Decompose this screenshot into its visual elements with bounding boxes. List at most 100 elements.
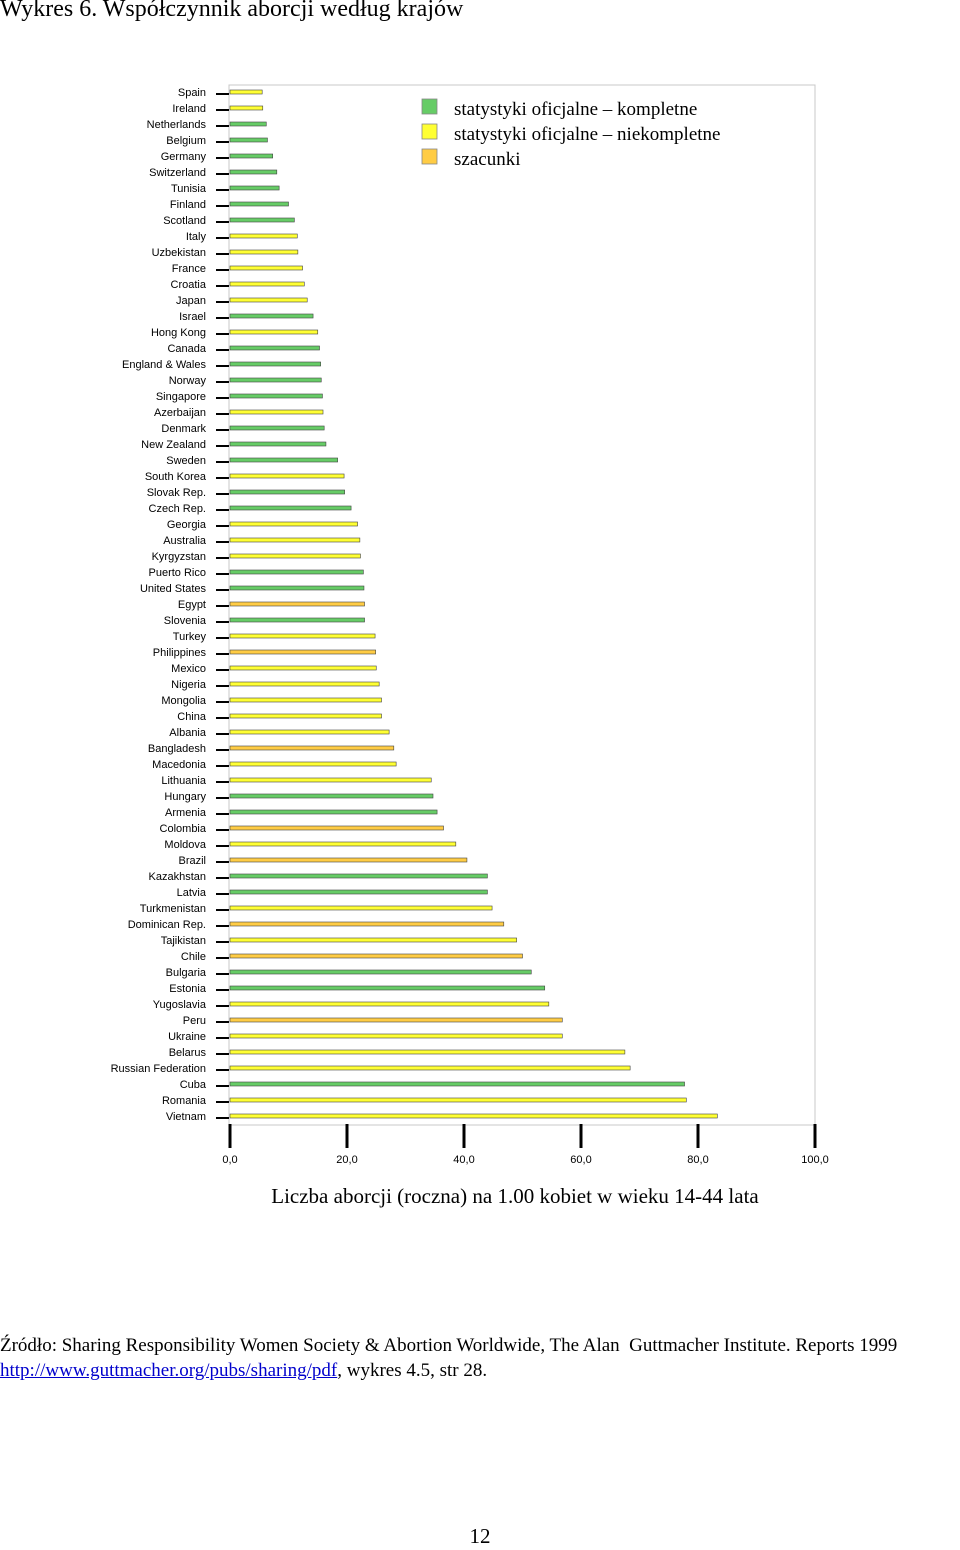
bar [229,105,264,111]
category-label: Finland [170,199,206,211]
category-label: Netherlands [147,119,207,131]
category-label: Latvia [177,887,207,899]
category-label: England & Wales [122,359,206,371]
bar [229,1097,687,1103]
category-label: Romania [162,1095,207,1107]
bar [229,281,305,287]
x-tick-label: 40,0 [453,1154,474,1166]
category-label: Colombia [160,823,207,835]
bar [229,585,365,591]
category-label: Dominican Rep. [128,919,206,931]
category-label: Sweden [166,455,206,467]
category-label: Kyrgyzstan [152,551,206,563]
bar [229,697,382,703]
bar [229,505,352,511]
category-label: Singapore [156,391,206,403]
bar [229,873,488,879]
source-note: Źródło: Sharing Responsibility Women Soc… [0,1333,960,1383]
bar [229,1001,550,1007]
x-axis-label: Liczba aborcji (roczna) na 1.00 kobiet w… [271,1184,759,1208]
source-text: Źródło: Sharing Responsibility Women Soc… [0,1335,902,1356]
category-label: Peru [183,1015,206,1027]
page-number: 12 [469,1524,491,1548]
category-label: Switzerland [149,167,206,179]
bar [229,681,380,687]
category-label: Moldova [164,839,206,851]
bar [229,777,432,783]
bar [229,1113,718,1119]
bar [229,313,314,319]
category-label: Hong Kong [151,327,206,339]
bar [229,297,308,303]
bar [229,761,397,767]
category-label: Kazakhstan [149,871,206,883]
x-tick-label: 20,0 [336,1154,357,1166]
bar [229,329,319,335]
bar [229,1049,626,1055]
bar [229,345,320,351]
bar [229,377,322,383]
source-link[interactable]: http://www.guttmacher.org/pubs/sharing/p… [0,1360,338,1381]
bar [229,537,361,543]
category-label: Mongolia [161,695,207,707]
category-label: Cuba [180,1079,207,1091]
bar [229,233,298,239]
legend-label: statystyki oficjalne – niekompletne [454,124,720,145]
bar [229,905,493,911]
category-label: Japan [176,295,206,307]
category-label: Yugoslavia [153,999,207,1011]
bar [229,649,376,655]
bar [229,169,278,175]
bar [229,361,321,367]
bar [229,841,457,847]
bar [229,1033,563,1039]
bar [229,393,323,399]
category-label: Azerbaijan [154,407,206,419]
category-label: China [177,711,207,723]
category-label: New Zealand [141,439,206,451]
x-tick-label: 60,0 [570,1154,591,1166]
category-label: Canada [167,343,206,355]
category-label: Puerto Rico [149,567,206,579]
category-label: United States [140,583,207,595]
category-label: Armenia [165,807,207,819]
x-axis: 0,0 20,0 40,0 60,0 80,0 100,0 [222,1124,829,1166]
bar [229,921,505,927]
category-label: Australia [163,535,207,547]
bar [229,809,438,815]
bar [229,633,376,639]
bar [229,409,324,415]
category-label: Chile [181,951,206,963]
category-label: Denmark [161,423,206,435]
bar [229,1065,631,1071]
bar [229,473,345,479]
x-tick-label: 0,0 [222,1154,237,1166]
bar [229,137,268,143]
category-label: Ireland [172,103,206,115]
category-label: Spain [178,87,206,99]
bar [229,713,382,719]
bars-group [229,89,718,1119]
bar [229,729,390,735]
bar [229,793,434,799]
bar [229,601,365,607]
bar [229,201,289,207]
category-label: Uzbekistan [152,247,206,259]
abortion-rate-bar-chart: Spain Ireland Netherlands Belgium Germany Swi… [111,84,829,1166]
bar [229,617,365,623]
bar [229,745,395,751]
bar [229,969,532,975]
category-label: Tunisia [171,183,207,195]
category-label: Germany [161,151,207,163]
legend-swatch [421,148,438,165]
bar [229,985,546,991]
category-label: Bangladesh [148,743,206,755]
category-label: Russian Federation [111,1063,206,1075]
category-label: Nigeria [171,679,207,691]
legend: statystyki oficjalne – kompletne statysty… [421,98,720,170]
category-label: Scotland [163,215,206,227]
page-title: Wykres 6. Współczynnik aborcji według kr… [0,0,464,22]
bar [229,553,361,559]
category-label: Norway [169,375,207,387]
bar [229,857,468,863]
